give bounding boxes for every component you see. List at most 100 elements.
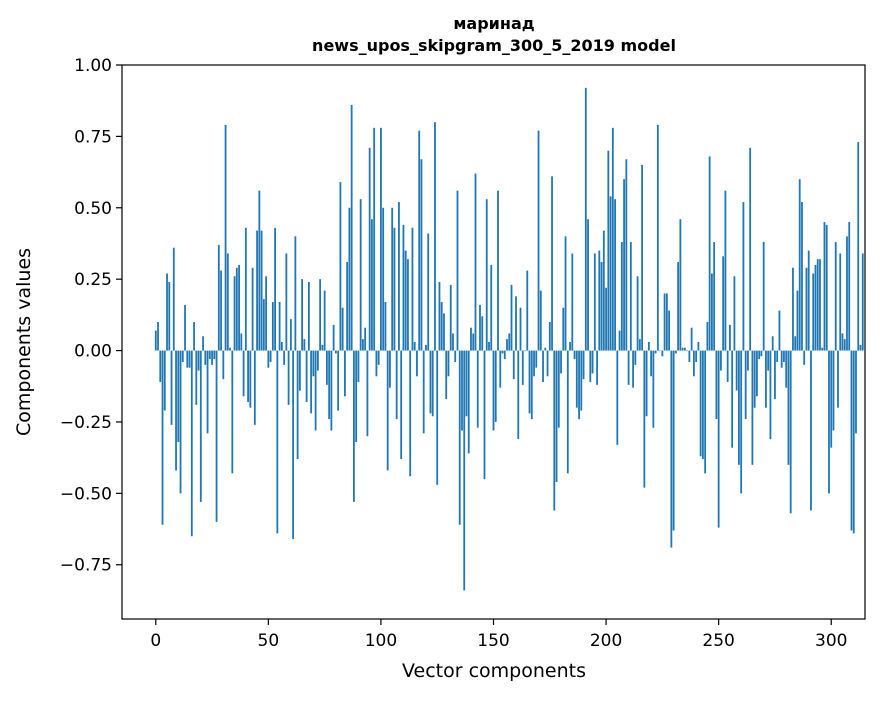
bar <box>391 207 394 351</box>
bar <box>647 342 650 351</box>
bar <box>425 344 427 351</box>
bar <box>681 347 684 351</box>
bar <box>861 253 864 351</box>
bar <box>341 307 344 351</box>
bar <box>386 350 389 471</box>
bar <box>560 350 562 374</box>
bar <box>670 350 673 548</box>
bar <box>530 350 533 420</box>
bar <box>569 342 571 351</box>
x-tick-label: 100 <box>365 631 397 651</box>
bar <box>738 350 740 465</box>
bar <box>846 236 848 351</box>
bar <box>632 350 634 388</box>
bar <box>186 350 189 368</box>
bar <box>463 350 466 591</box>
bar <box>305 350 308 402</box>
bar <box>602 230 605 351</box>
bar <box>832 350 835 431</box>
bar <box>434 122 436 351</box>
bar <box>720 350 722 371</box>
bar <box>177 350 180 442</box>
bar <box>537 130 540 351</box>
bar <box>197 350 200 371</box>
bar <box>449 284 452 351</box>
bar <box>312 350 315 377</box>
bar <box>656 124 659 351</box>
bar <box>235 267 238 351</box>
bar <box>679 219 682 351</box>
x-tick-label: 300 <box>815 631 847 651</box>
bar <box>850 350 853 531</box>
bar <box>467 350 470 454</box>
bar <box>762 242 765 351</box>
bar <box>337 350 340 411</box>
bar <box>195 350 198 405</box>
bar <box>190 350 193 537</box>
bar <box>400 350 403 460</box>
bar <box>380 127 382 351</box>
bar <box>289 319 292 351</box>
bar <box>233 276 236 351</box>
bar <box>789 350 792 514</box>
bar <box>823 222 826 351</box>
bar <box>814 264 817 351</box>
bar <box>722 256 725 351</box>
bar <box>301 279 304 351</box>
bar <box>262 299 265 351</box>
bar <box>747 350 749 371</box>
bar <box>796 290 799 351</box>
bar <box>778 310 781 351</box>
bar <box>607 150 610 351</box>
bar <box>526 270 529 351</box>
bar <box>751 350 754 465</box>
bar <box>841 333 844 351</box>
bar <box>292 350 295 540</box>
bar <box>166 273 168 351</box>
bar <box>598 250 601 351</box>
bar <box>834 242 837 351</box>
bar <box>258 190 261 351</box>
bar <box>278 302 281 351</box>
bar <box>269 350 272 362</box>
bar <box>645 350 648 417</box>
bar <box>735 350 738 391</box>
bar <box>375 350 378 377</box>
bar <box>783 350 785 362</box>
bar <box>582 350 585 380</box>
bar <box>557 350 560 428</box>
bar <box>265 276 267 351</box>
bar <box>402 224 405 351</box>
bar <box>220 270 222 351</box>
bar <box>303 339 306 351</box>
bar <box>515 296 517 351</box>
bar <box>445 350 448 400</box>
bar <box>711 273 713 351</box>
bar <box>411 227 414 351</box>
bar <box>535 350 538 368</box>
bar <box>562 307 565 351</box>
bar <box>240 333 243 351</box>
bar <box>168 282 171 351</box>
bar <box>422 350 425 434</box>
bar <box>578 350 580 420</box>
bar <box>857 142 860 351</box>
bar <box>688 350 691 362</box>
bar <box>659 350 662 352</box>
bar <box>546 350 549 377</box>
bar <box>643 350 646 488</box>
bar <box>229 347 231 351</box>
bar <box>296 350 299 460</box>
bar <box>208 350 211 360</box>
bar <box>249 350 252 408</box>
bar <box>188 350 191 368</box>
bar <box>404 250 407 351</box>
bar <box>377 350 380 365</box>
bar <box>395 350 398 420</box>
bar <box>810 350 812 511</box>
bar <box>213 350 216 360</box>
bar <box>461 350 463 431</box>
bar <box>848 222 851 351</box>
bar <box>731 350 734 448</box>
bar <box>161 350 164 525</box>
